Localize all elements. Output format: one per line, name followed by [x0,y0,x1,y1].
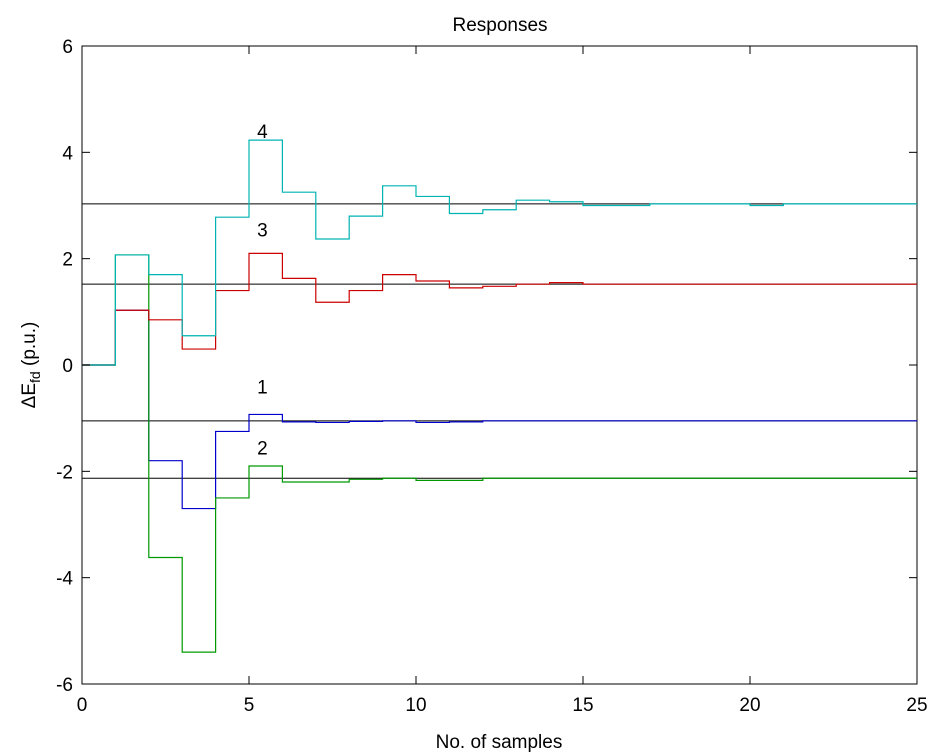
series-line-2 [82,254,917,653]
y-axis-title-unit: (p.u.) [19,322,40,372]
y-axis-title-main: ΔE [19,383,40,408]
y-axis-title: ΔEfd (p.u.) [19,322,43,409]
chart-title: Responses [452,15,547,36]
y-tick-label: -2 [56,462,73,483]
y-tick-label: 0 [62,356,73,377]
series-line-1 [82,309,917,510]
x-tick-label: 0 [77,695,88,716]
x-axis-title: No. of samples [436,732,563,753]
y-tick-label: 6 [62,37,73,58]
y-tick-label: 2 [62,250,73,271]
axis-ticks: 0 5 10 15 20 25 -6 -4 -2 0 2 4 6 [56,37,927,716]
x-tick-label: 10 [405,695,426,716]
series-label-2: 2 [257,438,268,459]
x-tick-label: 20 [739,695,760,716]
series-label-3: 3 [257,220,268,241]
series-label-1: 1 [257,377,268,398]
x-tick-label: 25 [906,695,927,716]
plot-frame [81,45,918,685]
y-tick-label: -4 [56,569,73,590]
series-group [82,139,917,653]
series-line-4 [82,139,917,366]
x-tick-label: 5 [244,695,255,716]
y-tick-label: 4 [62,143,73,164]
x-tick-label: 15 [572,695,593,716]
series-line-3 [82,252,917,366]
series-label-4: 4 [257,122,268,143]
y-tick-label: -6 [56,675,73,696]
series-labels: 1 2 3 4 [257,122,268,459]
plot-area: 0 5 10 15 20 25 -6 -4 -2 0 2 4 6 [56,37,927,716]
y-axis-title-subscript: fd [27,371,43,383]
